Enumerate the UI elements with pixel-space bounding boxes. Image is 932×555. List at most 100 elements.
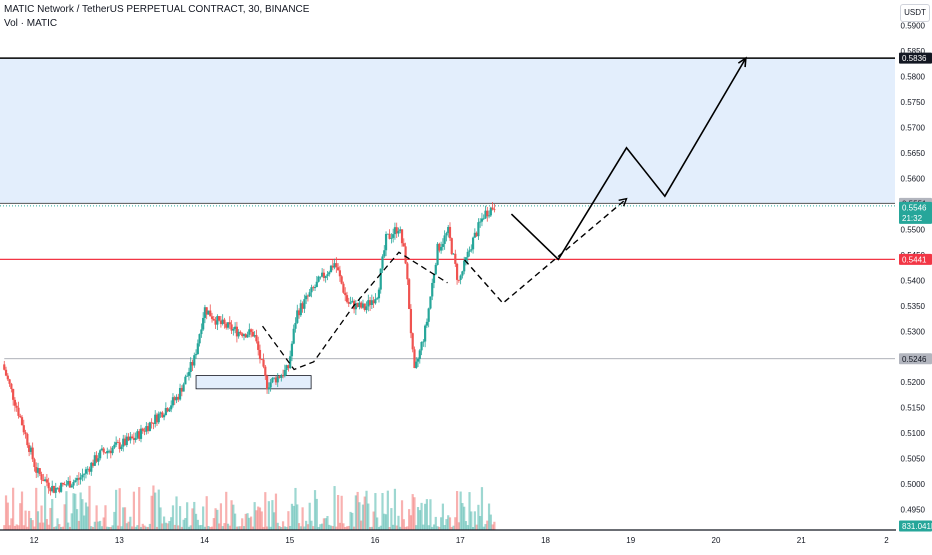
volume-bar xyxy=(368,526,372,530)
candle-body xyxy=(374,299,377,304)
volume-bar xyxy=(269,526,272,530)
candle-body xyxy=(402,243,405,247)
candle-body xyxy=(116,442,120,444)
volume-bar xyxy=(455,491,459,530)
candle-body xyxy=(367,300,370,307)
candle-body xyxy=(212,318,215,321)
volume-bar xyxy=(367,503,370,530)
candle-body xyxy=(468,250,471,252)
price-label-text: 831.041K xyxy=(902,522,932,531)
candle-body xyxy=(264,366,267,376)
candle-body xyxy=(372,300,375,304)
candle-body xyxy=(198,334,201,344)
x-tick-label: 17 xyxy=(456,536,465,545)
candle-body xyxy=(420,342,423,351)
candle-body xyxy=(377,289,381,299)
volume-bar xyxy=(489,514,492,530)
price-label-tag xyxy=(899,52,932,64)
volume-bar xyxy=(431,526,434,530)
volume-bar xyxy=(331,526,334,530)
candle-body xyxy=(443,235,446,244)
volume-bar xyxy=(24,510,27,530)
volume-bar xyxy=(44,485,47,530)
volume-bar xyxy=(131,526,134,530)
volume-bar xyxy=(38,522,41,530)
volume-bar xyxy=(308,502,311,530)
candle-body xyxy=(29,447,32,452)
candle-body xyxy=(223,319,226,324)
candle-body xyxy=(157,413,160,423)
candle-body xyxy=(283,369,286,377)
volume-bar xyxy=(264,492,267,530)
candle-body xyxy=(44,479,47,482)
candle-body xyxy=(440,246,443,251)
volume-bar xyxy=(267,501,270,530)
volume-indicator-label[interactable]: Vol · MATIC xyxy=(4,18,58,29)
candle-body xyxy=(72,481,75,486)
volume-bar xyxy=(127,521,130,530)
y-tick-label: 0.5150 xyxy=(901,404,926,413)
volume-bar xyxy=(216,509,219,530)
candle-body xyxy=(147,426,150,431)
volume-bar xyxy=(122,507,125,530)
candle-body xyxy=(434,264,437,275)
candle-body xyxy=(131,436,134,439)
volume-bar xyxy=(337,494,340,530)
volume-bar xyxy=(225,491,228,530)
volume-bar xyxy=(189,525,192,530)
candle-body xyxy=(331,265,334,268)
candle-body xyxy=(491,207,494,210)
candle-body xyxy=(12,388,15,400)
candle-body xyxy=(234,326,237,329)
volume-bar xyxy=(345,526,349,530)
volume-bar xyxy=(173,524,176,530)
volume-bar xyxy=(147,526,150,530)
volume-bar xyxy=(187,526,191,530)
x-tick-label: 19 xyxy=(626,536,635,545)
volume-bar xyxy=(12,487,15,530)
volume-bar xyxy=(397,515,400,530)
candle-body xyxy=(75,478,79,481)
volume-bar xyxy=(249,516,253,530)
volume-bar xyxy=(381,492,384,530)
candle-body xyxy=(390,237,393,239)
candle-body xyxy=(484,210,487,219)
volume-bar xyxy=(22,525,25,530)
volume-bar xyxy=(17,525,20,530)
y-tick-label: 0.5050 xyxy=(901,455,926,464)
volume-bar xyxy=(77,520,80,530)
candle-body xyxy=(219,320,223,325)
candle-body xyxy=(38,468,41,475)
candle-body xyxy=(392,234,395,238)
volume-bar xyxy=(305,520,308,530)
candle-body xyxy=(326,274,329,276)
candle-body xyxy=(129,436,132,441)
price-label-text: 0.5246 xyxy=(902,355,927,364)
volume-bar xyxy=(265,526,269,530)
currency-button[interactable]: USDT xyxy=(900,4,930,22)
volume-bar xyxy=(413,497,416,530)
volume-bar xyxy=(448,517,452,530)
price-label-countdown: 21:32 xyxy=(902,214,923,223)
candle-body xyxy=(4,369,8,376)
volume-bar xyxy=(33,526,36,530)
candle-body xyxy=(461,271,464,276)
volume-bar xyxy=(463,506,466,530)
volume-bar xyxy=(388,526,391,530)
volume-bar xyxy=(232,504,235,530)
candle-body xyxy=(452,253,455,255)
volume-bar xyxy=(349,511,352,530)
volume-bar xyxy=(274,493,278,530)
volume-bar xyxy=(91,526,95,530)
volume-bar xyxy=(51,499,54,530)
volume-bar xyxy=(86,506,89,530)
volume-bar xyxy=(479,516,482,530)
volume-bar xyxy=(424,503,427,530)
volume-bar xyxy=(194,513,198,530)
candle-body xyxy=(107,450,111,452)
candle-body xyxy=(74,480,77,482)
y-tick-label: 0.5400 xyxy=(901,276,926,285)
volume-bar xyxy=(436,526,439,530)
candle-body xyxy=(132,438,135,440)
candle-body xyxy=(184,376,187,385)
